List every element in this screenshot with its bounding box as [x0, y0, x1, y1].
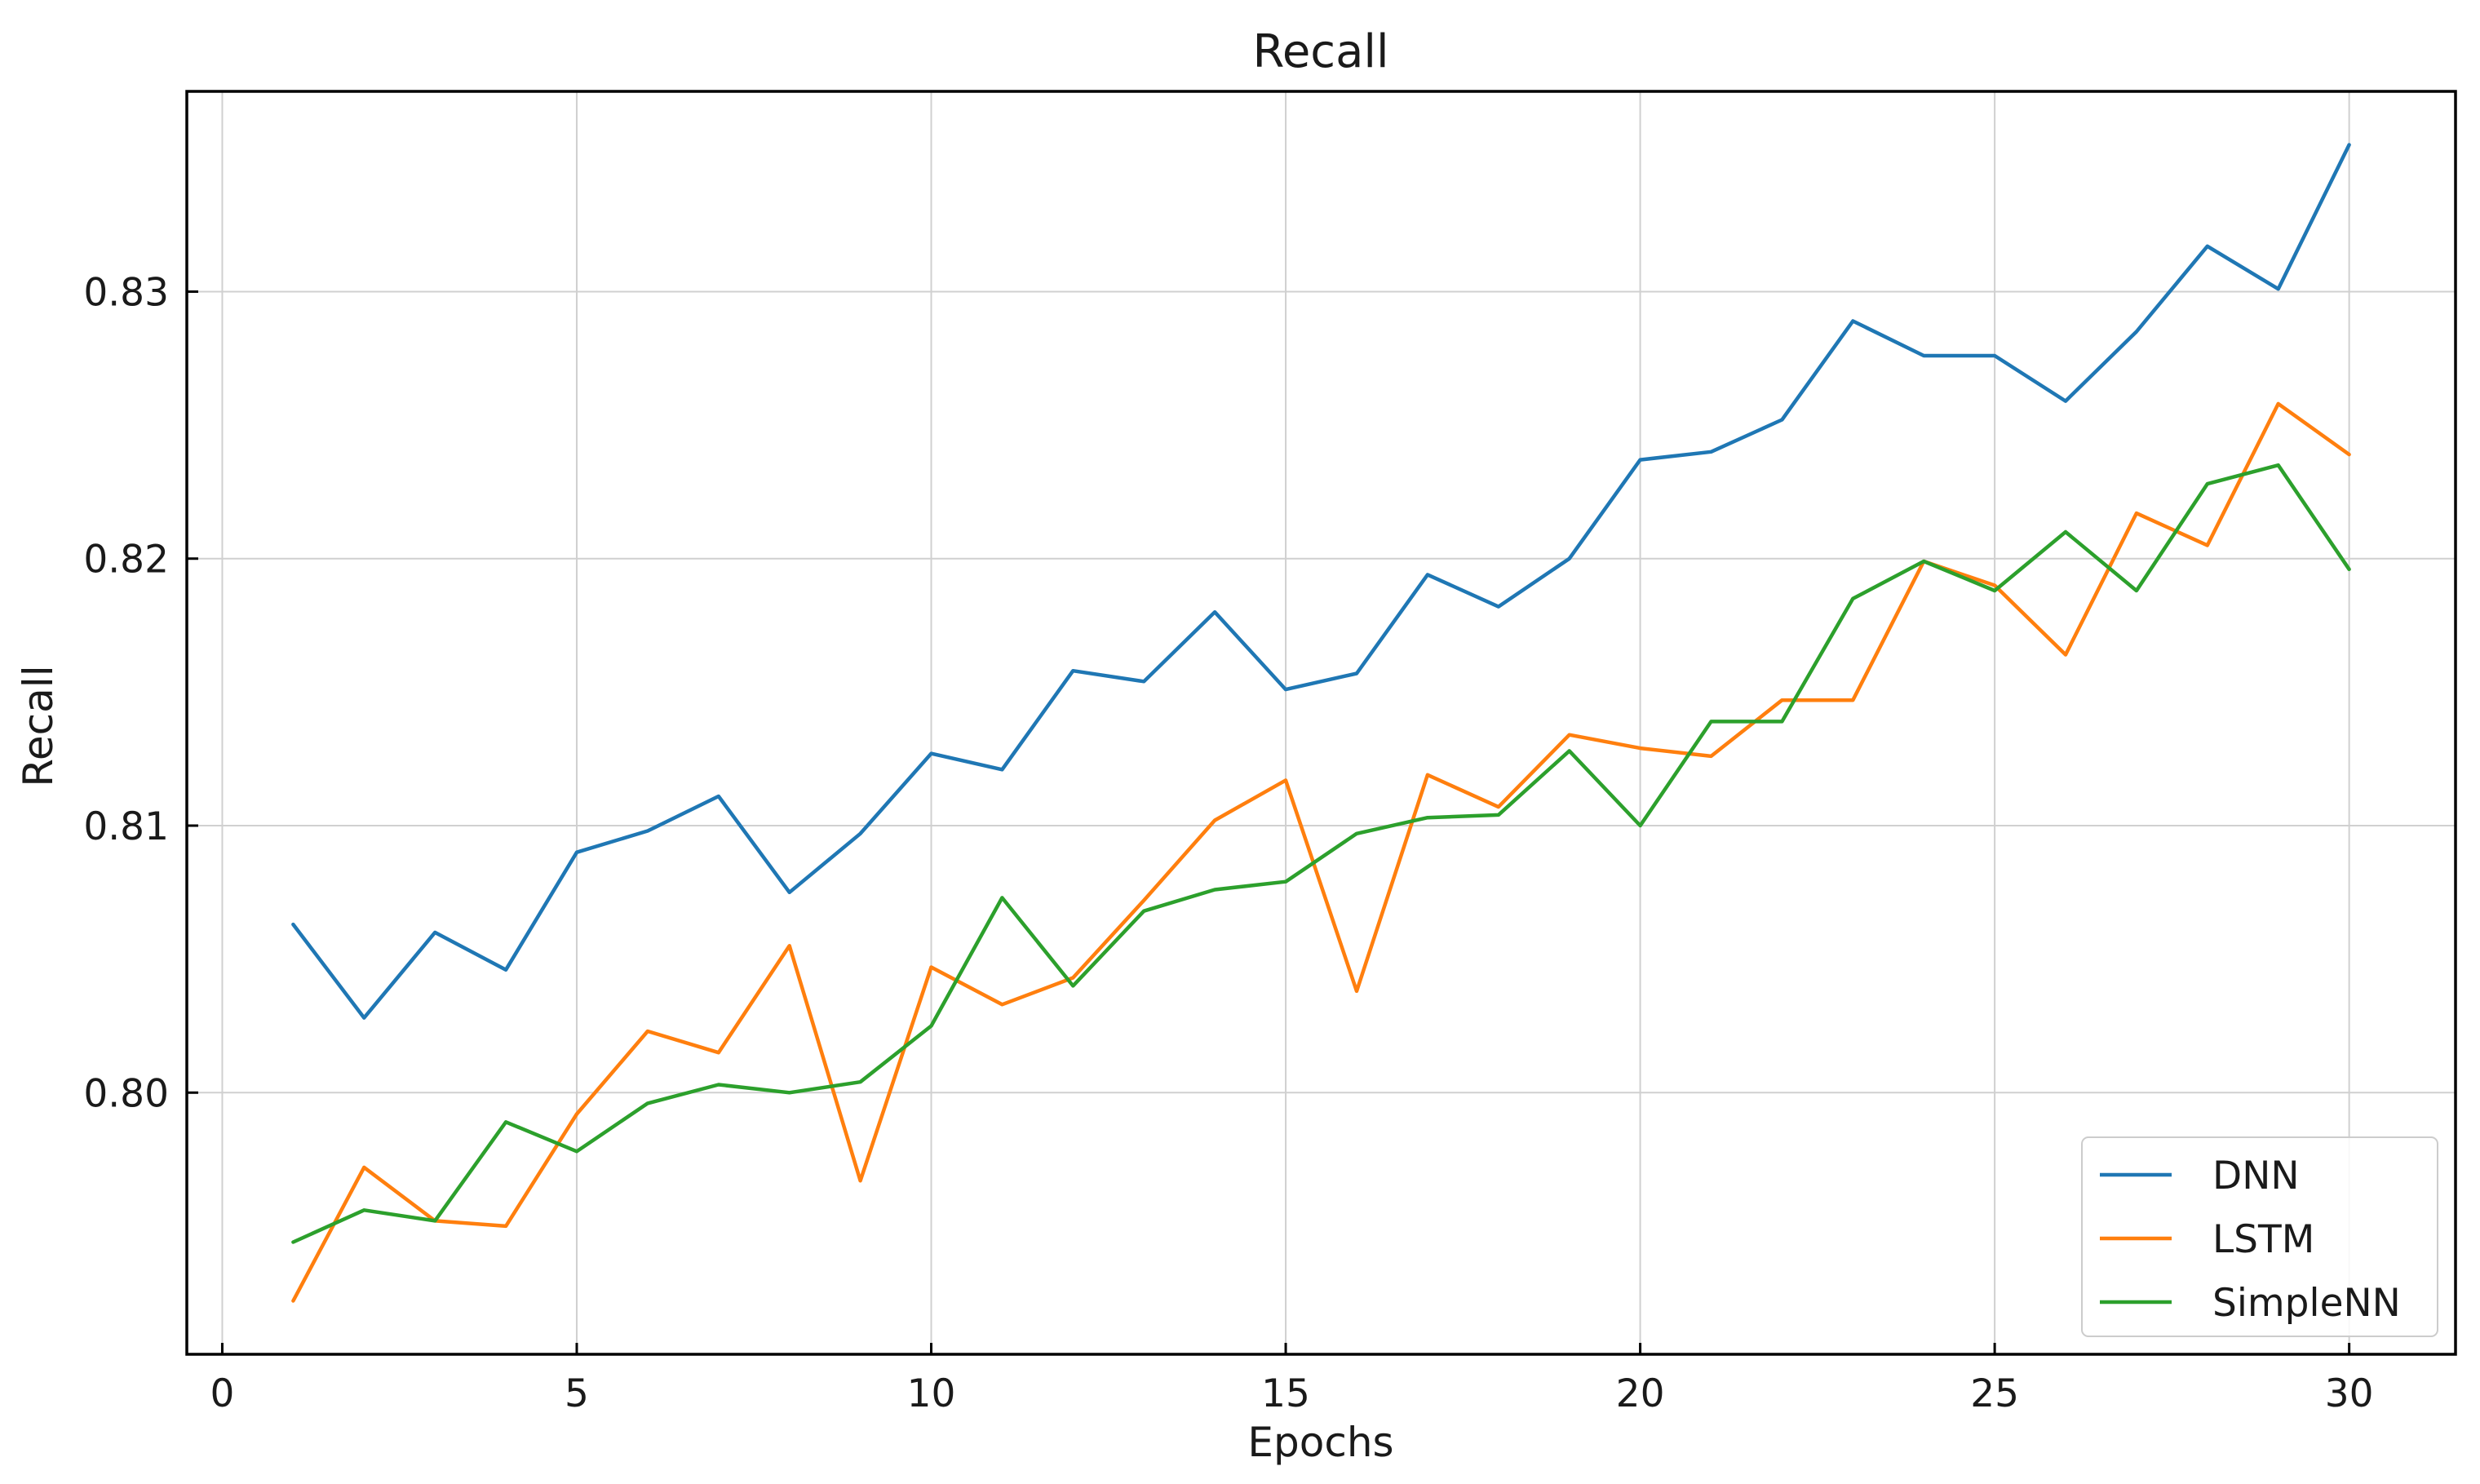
x-tick-label: 10 — [907, 1371, 956, 1416]
series-line-simplenn — [291, 463, 2351, 1244]
y-tick-label: 0.81 — [83, 804, 169, 849]
series-layer — [291, 143, 2351, 1303]
legend-label-dnn: DNN — [2212, 1154, 2300, 1198]
legend-box — [2081, 1136, 2438, 1337]
x-tick-label: 25 — [1970, 1371, 2019, 1416]
y-tick-label: 0.82 — [83, 538, 169, 583]
legend-label-simplenn: SimpleNN — [2212, 1281, 2401, 1326]
plot-frame — [185, 90, 2457, 1356]
series-line-dnn — [291, 143, 2351, 1020]
chart-title: Recall — [1252, 25, 1388, 78]
x-axis-label: Epochs — [1247, 1419, 1393, 1466]
x-tick-label: 0 — [210, 1371, 235, 1416]
y-axis-label: Recall — [15, 665, 62, 786]
legend-label-lstm: LSTM — [2212, 1217, 2314, 1262]
axis-ticks: 0 5 10 15 20 25 30 0.80 0.81 0.82 0.83 — [83, 270, 2373, 1416]
x-tick-label: 20 — [1616, 1371, 1665, 1416]
x-tick-label: 30 — [2325, 1371, 2374, 1416]
legend: DNN LSTM SimpleNN — [2081, 1136, 2438, 1337]
x-tick-label: 5 — [565, 1371, 589, 1416]
y-tick-label: 0.83 — [83, 270, 169, 315]
grid-lines — [187, 91, 2456, 1354]
y-tick-label: 0.80 — [83, 1071, 169, 1116]
x-tick-label: 15 — [1261, 1371, 1310, 1416]
series-line-lstm — [291, 401, 2351, 1303]
